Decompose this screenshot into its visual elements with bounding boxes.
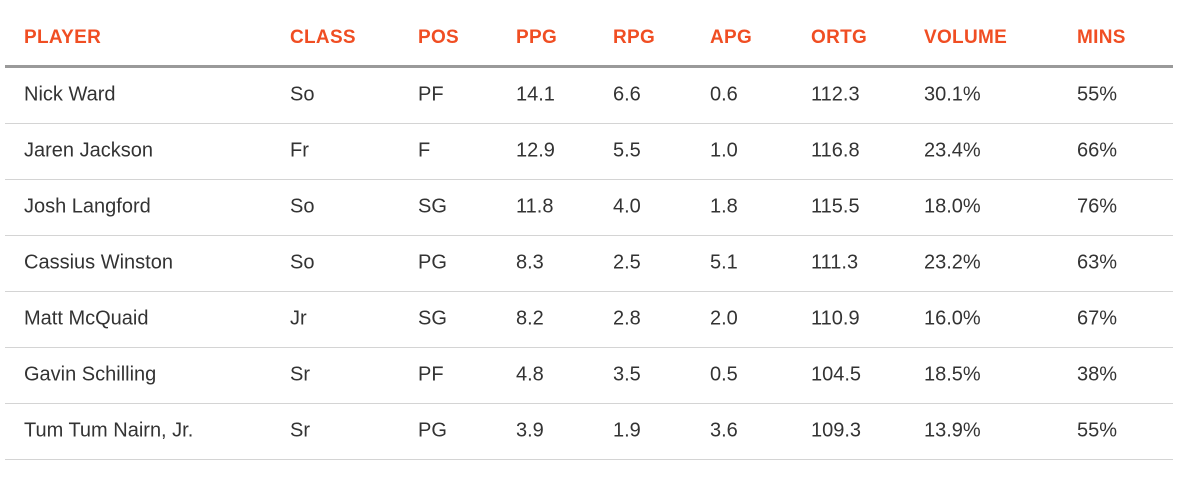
row-rule	[5, 459, 1173, 460]
stat-cell: 38%	[1077, 363, 1118, 386]
column-header: ORTG	[811, 27, 868, 48]
player-name: Matt McQuaid	[24, 307, 149, 330]
stat-cell: 6.6	[613, 83, 641, 106]
player-name: Tum Tum Nairn, Jr.	[24, 419, 194, 442]
header-rule	[5, 65, 1173, 68]
column-header: CLASS	[290, 27, 356, 48]
column-header: POS	[418, 27, 460, 48]
player-name: Cassius Winston	[24, 251, 173, 274]
player-name: Josh Langford	[24, 195, 151, 218]
stat-cell: 63%	[1077, 251, 1118, 274]
stat-cell: 111.3	[811, 251, 859, 274]
stat-cell: PG	[418, 419, 447, 442]
row-rule	[5, 123, 1173, 124]
stat-cell: 4.8	[516, 363, 544, 386]
stat-cell: So	[290, 83, 315, 106]
column-header: VOLUME	[924, 27, 1008, 48]
stat-cell: 3.5	[613, 363, 641, 386]
stat-cell: 112.3	[811, 83, 860, 106]
stat-cell: 30.1%	[924, 83, 981, 106]
stat-cell: 55%	[1077, 83, 1118, 106]
stat-cell: 3.9	[516, 419, 544, 442]
stat-cell: 76%	[1077, 195, 1118, 218]
column-header: MINS	[1077, 27, 1126, 48]
stat-cell: Sr	[290, 419, 310, 442]
row-rule	[5, 235, 1173, 236]
row-rule	[5, 291, 1173, 292]
stat-cell: 12.9	[516, 139, 555, 162]
stat-cell: 8.2	[516, 307, 544, 330]
stat-cell: 5.1	[710, 251, 738, 274]
stat-cell: 104.5	[811, 363, 862, 386]
stat-cell: 3.6	[710, 419, 738, 442]
stat-cell: 110.9	[811, 307, 860, 330]
stat-cell: 115.5	[811, 195, 860, 218]
stat-cell: PF	[418, 363, 444, 386]
stat-cell: 14.1	[516, 83, 555, 106]
stat-cell: 5.5	[613, 139, 641, 162]
stat-cell: So	[290, 251, 315, 274]
player-name: Gavin Schilling	[24, 363, 157, 386]
row-rule	[5, 179, 1173, 180]
stat-cell: PF	[418, 83, 444, 106]
stat-cell: SG	[418, 195, 447, 218]
player-name: Nick Ward	[24, 83, 116, 106]
stat-cell: F	[418, 139, 431, 162]
stat-cell: 55%	[1077, 419, 1118, 442]
stat-cell: Sr	[290, 363, 310, 386]
stat-cell: 11.8	[516, 195, 554, 218]
stat-cell: So	[290, 195, 315, 218]
stat-cell: 2.0	[710, 307, 738, 330]
stat-cell: 66%	[1077, 139, 1118, 162]
stat-cell: 8.3	[516, 251, 544, 274]
stat-cell: 1.8	[710, 195, 738, 218]
stat-cell: 67%	[1077, 307, 1118, 330]
stat-cell: 18.5%	[924, 363, 981, 386]
stat-cell: 1.0	[710, 139, 738, 162]
row-rule	[5, 403, 1173, 404]
stat-cell: Fr	[290, 139, 309, 162]
column-header: APG	[710, 27, 753, 48]
column-header: PPG	[516, 27, 558, 48]
stat-cell: 4.0	[613, 195, 641, 218]
player-name: Jaren Jackson	[24, 139, 153, 162]
stat-cell: 13.9%	[924, 419, 981, 442]
column-header: RPG	[613, 27, 656, 48]
stat-cell: 16.0%	[924, 307, 981, 330]
stat-cell: 0.6	[710, 83, 738, 106]
stat-cell: 2.8	[613, 307, 641, 330]
stat-cell: 1.9	[613, 419, 641, 442]
stat-cell: 23.4%	[924, 139, 981, 162]
stat-cell: PG	[418, 251, 447, 274]
stat-cell: 109.3	[811, 419, 862, 442]
stat-cell: 18.0%	[924, 195, 981, 218]
stat-cell: 116.8	[811, 139, 860, 162]
column-header: PLAYER	[24, 27, 102, 48]
stat-cell: 2.5	[613, 251, 641, 274]
stat-cell: 23.2%	[924, 251, 981, 274]
stat-cell: Jr	[290, 307, 307, 330]
row-rule	[5, 347, 1173, 348]
stat-cell: SG	[418, 307, 447, 330]
stat-cell: 0.5	[710, 363, 738, 386]
